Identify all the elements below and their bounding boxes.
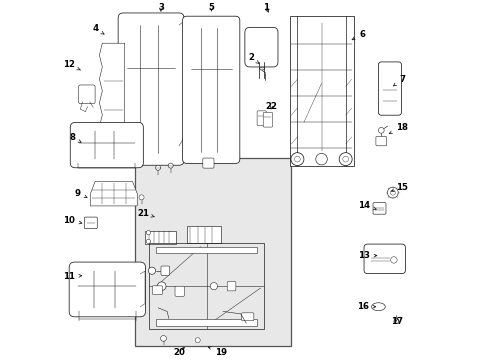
Circle shape (342, 156, 348, 162)
Polygon shape (90, 181, 137, 206)
Text: 12: 12 (63, 60, 81, 70)
Text: 22: 22 (265, 102, 277, 111)
Circle shape (315, 153, 326, 165)
Circle shape (146, 239, 150, 243)
Text: 16: 16 (356, 302, 375, 311)
Circle shape (210, 283, 217, 290)
Text: 17: 17 (390, 317, 403, 325)
Circle shape (160, 336, 166, 341)
FancyBboxPatch shape (182, 16, 239, 163)
Circle shape (157, 282, 166, 291)
Circle shape (146, 230, 150, 235)
Text: 14: 14 (357, 201, 375, 210)
Circle shape (386, 187, 397, 198)
Text: 10: 10 (63, 216, 81, 225)
FancyBboxPatch shape (152, 286, 162, 294)
Polygon shape (99, 43, 124, 139)
Circle shape (168, 163, 173, 168)
Text: 19: 19 (208, 347, 226, 356)
FancyBboxPatch shape (257, 111, 266, 126)
Bar (156, 247, 257, 253)
FancyBboxPatch shape (84, 217, 97, 229)
Bar (186, 226, 221, 243)
Text: 21: 21 (137, 209, 154, 217)
FancyBboxPatch shape (363, 244, 405, 274)
Circle shape (393, 319, 398, 324)
FancyBboxPatch shape (79, 85, 95, 104)
Text: 4: 4 (92, 24, 104, 34)
FancyBboxPatch shape (227, 282, 235, 291)
FancyBboxPatch shape (70, 122, 143, 168)
Bar (149, 243, 264, 329)
Text: 3: 3 (158, 3, 163, 12)
FancyBboxPatch shape (378, 62, 401, 115)
FancyBboxPatch shape (69, 262, 145, 317)
FancyBboxPatch shape (175, 286, 184, 296)
FancyBboxPatch shape (241, 313, 253, 321)
Circle shape (195, 338, 200, 343)
Circle shape (390, 257, 396, 263)
Text: 18: 18 (388, 123, 407, 134)
Text: 20: 20 (173, 347, 185, 356)
Text: 1: 1 (263, 3, 268, 12)
Circle shape (290, 153, 303, 166)
FancyBboxPatch shape (161, 266, 169, 275)
Bar (289, 16, 353, 166)
Circle shape (155, 165, 160, 170)
Text: 7: 7 (393, 75, 405, 86)
Bar (145, 230, 176, 243)
Text: 5: 5 (208, 3, 214, 12)
Text: 2: 2 (248, 53, 259, 64)
Circle shape (378, 127, 384, 133)
Text: 13: 13 (357, 251, 376, 260)
Bar (134, 158, 291, 346)
Polygon shape (259, 67, 264, 70)
Text: 8: 8 (69, 133, 81, 142)
Ellipse shape (371, 303, 385, 311)
Text: 9: 9 (75, 189, 87, 198)
Text: 11: 11 (63, 272, 81, 281)
Bar (156, 319, 257, 326)
Circle shape (389, 190, 394, 195)
FancyBboxPatch shape (244, 27, 277, 67)
Circle shape (139, 195, 144, 200)
Circle shape (294, 156, 300, 162)
FancyBboxPatch shape (263, 112, 272, 127)
Text: 15: 15 (391, 183, 407, 192)
Circle shape (148, 267, 155, 274)
Text: 6: 6 (351, 30, 365, 40)
FancyBboxPatch shape (118, 13, 183, 165)
Circle shape (339, 153, 351, 166)
FancyBboxPatch shape (372, 203, 385, 214)
FancyBboxPatch shape (203, 158, 214, 168)
FancyBboxPatch shape (375, 136, 386, 146)
